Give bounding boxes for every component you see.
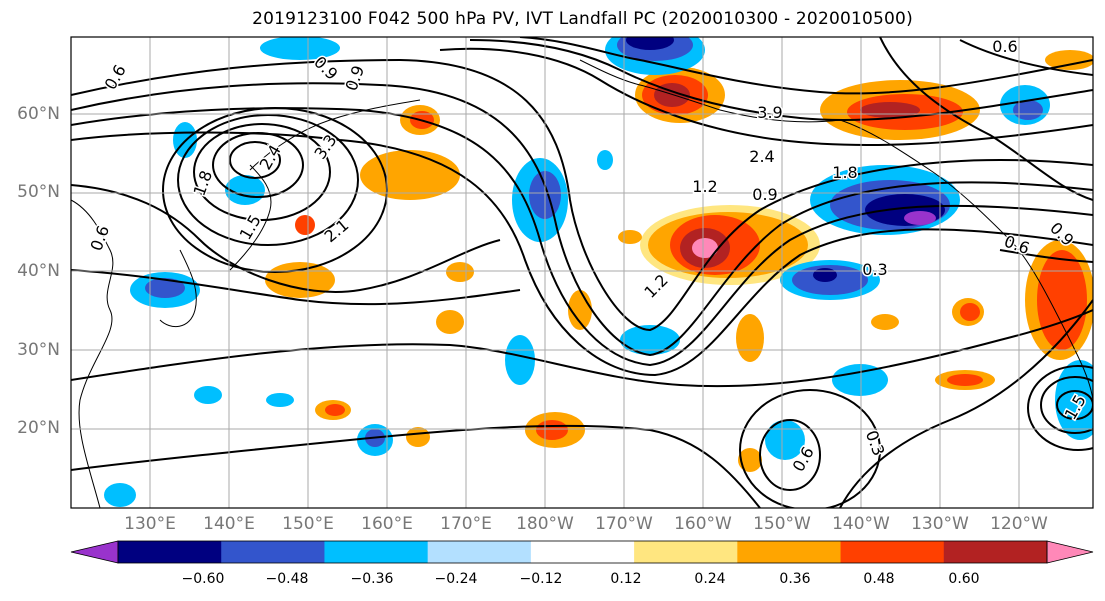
colorbar-tick-label: 0.60 xyxy=(948,571,980,587)
contour-label: 0.6 xyxy=(992,37,1017,56)
contour-label: 0.9 xyxy=(342,63,369,93)
colorbar-extend-low xyxy=(70,540,119,564)
colorbar-segment xyxy=(427,541,532,563)
lon-label-140w: 140°W xyxy=(832,514,890,534)
lat-label-60: 60°N xyxy=(17,104,60,124)
colorbar-segment xyxy=(530,541,635,563)
coastlines xyxy=(71,59,1093,508)
map-frame xyxy=(70,36,1094,509)
colorbar-segment xyxy=(221,541,325,563)
lon-label-160e: 160°E xyxy=(361,514,413,534)
colorbar-tick-label: −0.60 xyxy=(181,571,225,587)
colorbar-segment xyxy=(943,541,1048,563)
lat-label-30: 30°N xyxy=(17,340,60,360)
lon-label-160w: 160°W xyxy=(674,514,732,534)
lon-label-170w: 170°W xyxy=(595,514,653,534)
map-title: 2019123100 F042 500 hPa PV, IVT Landfall… xyxy=(252,9,913,29)
contour-label: 2.4 xyxy=(749,147,774,166)
colorbar-tick-label: −0.36 xyxy=(350,571,394,587)
colorbar-segment xyxy=(118,541,222,563)
contour-label: 2.4 xyxy=(256,141,285,173)
contour-label: 3.9 xyxy=(757,103,782,122)
colorbar-tick-label: 0.12 xyxy=(610,571,642,587)
lon-label-130w: 130°W xyxy=(911,514,969,534)
colorbar-tick-label: −0.24 xyxy=(434,571,478,587)
contour-label: 1.8 xyxy=(832,163,857,182)
lon-label-170e: 170°E xyxy=(440,514,492,534)
colorbar-tick-label: 0.24 xyxy=(694,571,726,587)
contour-label: 3.3 xyxy=(310,131,340,163)
contour-label: 0.3 xyxy=(862,260,887,279)
colorbar-tick-label: −0.48 xyxy=(265,571,309,587)
colorbar-segment xyxy=(840,541,945,563)
colorbar-tick-label: 0.36 xyxy=(779,571,811,587)
colorbar-extend-high xyxy=(1046,540,1094,564)
colorbar xyxy=(70,540,1094,564)
colorbar-segment xyxy=(634,541,738,563)
map-gridlines xyxy=(71,37,1093,508)
contour-label: 2.1 xyxy=(321,215,353,246)
contour-label: 1.2 xyxy=(640,270,671,301)
lon-label-180w: 180°W xyxy=(516,514,574,534)
pv-contours xyxy=(71,37,1093,508)
colorbar-frame xyxy=(117,540,1048,564)
contour-label: 0.3 xyxy=(862,428,889,458)
lat-label-20: 20°N xyxy=(17,418,60,438)
lon-label-130e: 130°E xyxy=(124,514,176,534)
lat-label-50: 50°N xyxy=(17,182,60,202)
lat-label-40: 40°N xyxy=(17,261,60,281)
lon-label-120w: 120°W xyxy=(990,514,1048,534)
pc-shading xyxy=(104,37,1093,507)
lon-label-140e: 140°E xyxy=(203,514,255,534)
contour-label: 1.5 xyxy=(236,211,265,243)
lon-label-150e: 150°E xyxy=(282,514,334,534)
colorbar-segment xyxy=(737,541,842,563)
contour-label: 0.9 xyxy=(752,185,777,204)
colorbar-segment xyxy=(324,541,429,563)
lon-label-150w: 150°W xyxy=(753,514,811,534)
colorbar-tick-label: 0.48 xyxy=(863,571,895,587)
colorbar-tick-label: −0.12 xyxy=(519,571,563,587)
contour-label: 1.2 xyxy=(692,177,717,196)
